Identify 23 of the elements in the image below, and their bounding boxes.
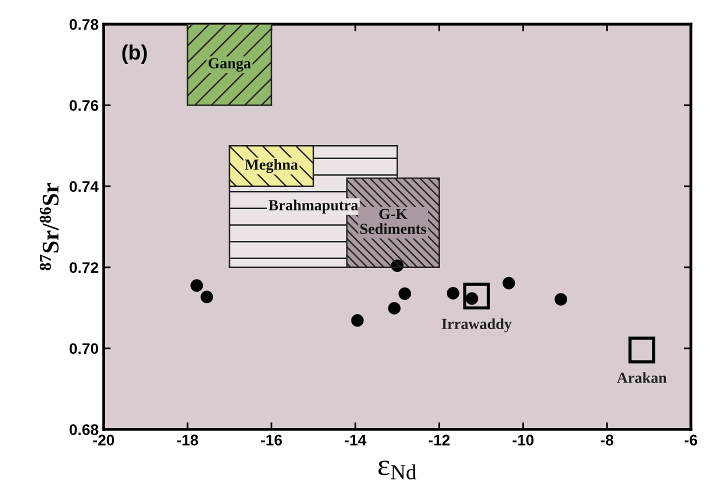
y-tick-label: 0.78 [70,19,98,30]
series-label: Brahmaputra [268,200,358,214]
x-tick-label: -16 [260,434,282,446]
y-tick-label: 0.68 [70,424,98,436]
y-tick-label: 0.74 [70,181,99,192]
x-axis-title: ε$_{Nd}$ [378,460,416,480]
y-tick-label: 0.76 [70,100,98,111]
x-tick-label: -14 [344,434,366,446]
series-label: G-K Sediments [360,208,426,234]
series-label: Meghna [244,159,298,174]
y-tick-label: 0.72 [70,262,98,274]
x-tick-label: -10 [512,434,534,446]
annotation: (b) [122,44,147,64]
x-tick-label: -20 [93,434,114,446]
y-tick-label: 0.70 [70,343,98,354]
series-label: Arakan [616,372,667,383]
series-label: Ganga [208,58,251,72]
x-tick-label: -6 [684,434,698,446]
y-axis-title: $^{87}$Sr/$^{86}$Sr [40,183,59,270]
x-tick-label: -8 [600,434,614,446]
x-tick-label: -12 [428,434,450,446]
x-tick-label: -18 [177,434,198,446]
series-label: Irrawaddy [442,318,512,332]
